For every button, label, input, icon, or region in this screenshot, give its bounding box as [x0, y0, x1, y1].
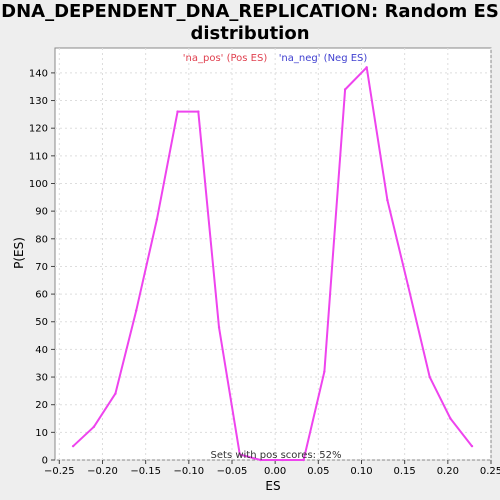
series-point: [406, 284, 410, 287]
y-tick-label: 130: [29, 96, 48, 107]
y-tick-label: 30: [35, 373, 48, 384]
chart-title-line2: distribution: [190, 23, 310, 44]
legend-pos-label: 'na_pos' (Pos ES): [183, 53, 268, 64]
series-point: [217, 326, 221, 329]
x-tick-label: 0.25: [480, 466, 500, 477]
y-tick-label: 110: [29, 151, 48, 162]
legend-neg-label: 'na_neg' (Neg ES): [279, 53, 368, 64]
y-tick-label: 70: [35, 262, 48, 273]
y-ticks: 0 10 20 30 40 50 60 70 80 90 100 110 120 130 140: [29, 68, 55, 467]
x-tick-label: −0.20: [87, 466, 118, 477]
y-tick-label: 10: [35, 428, 48, 439]
x-tick-label: −0.10: [173, 466, 204, 477]
series-point: [134, 309, 138, 312]
x-tick-label: 0.00: [264, 466, 286, 477]
y-tick-label: 140: [29, 68, 48, 79]
y-tick-label: 20: [35, 400, 48, 411]
series-point: [302, 458, 305, 462]
series-layer: [71, 66, 474, 462]
series-point: [365, 66, 368, 69]
series-point: [386, 198, 389, 202]
y-tick-label: 120: [29, 124, 48, 135]
x-axis-label: ES: [265, 479, 280, 493]
x-tick-label: −0.05: [217, 466, 248, 477]
grid-lines: [55, 48, 492, 461]
x-tick-label: −0.15: [130, 466, 161, 477]
chart-title: DNA_DEPENDENT_DNA_REPLICATION: Random ES…: [0, 1, 500, 45]
annotation-text: Sets with pos scores: 52%: [211, 450, 342, 461]
series-point: [281, 458, 285, 462]
series-point: [343, 88, 347, 91]
series-line: [72, 66, 473, 461]
plot-area: [54, 47, 492, 461]
x-ticks: −0.25 −0.20 −0.15 −0.10 −0.05 0.00 0.05 0.10 0.1…: [44, 460, 500, 477]
series-point: [428, 375, 431, 379]
series-point: [71, 444, 75, 448]
y-tick-label: 60: [35, 290, 48, 301]
y-tick-label: 100: [29, 179, 48, 190]
series-point: [470, 444, 474, 448]
series-point: [114, 392, 117, 395]
x-tick-label: 0.20: [437, 466, 459, 477]
x-tick-label: −0.25: [44, 466, 75, 477]
series-point: [238, 453, 241, 456]
series-point: [176, 110, 179, 113]
series-point: [197, 110, 200, 113]
series-point: [259, 458, 262, 462]
series-point: [92, 425, 96, 429]
y-axis-label: P(ES): [12, 237, 26, 269]
x-tick-label: 0.10: [350, 466, 372, 477]
y-tick-label: 80: [35, 234, 48, 245]
y-tick-label: 50: [35, 317, 48, 328]
x-tick-label: 0.05: [307, 466, 329, 477]
series-point: [323, 370, 326, 373]
x-tick-label: 0.15: [394, 466, 416, 477]
series-point: [155, 218, 159, 221]
y-tick-label: 0: [42, 456, 48, 467]
y-tick-label: 40: [35, 345, 48, 356]
chart-title-line1: DNA_DEPENDENT_DNA_REPLICATION: Random ES: [1, 1, 499, 22]
series-point: [449, 417, 452, 420]
y-tick-label: 90: [35, 207, 48, 218]
